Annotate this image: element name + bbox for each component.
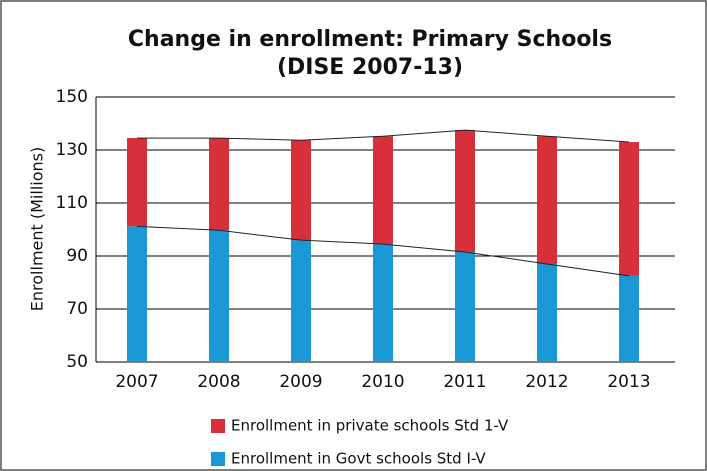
y-tick-label: 130	[56, 140, 88, 160]
trend-line	[137, 129, 630, 143]
x-tick-label: 2007	[115, 372, 158, 392]
y-tick-label: 70	[66, 299, 88, 319]
legend-swatch	[211, 452, 225, 466]
y-tick-label: 150	[56, 87, 88, 107]
y-tick-label: 110	[56, 193, 88, 213]
x-tick-label: 2010	[361, 372, 404, 392]
x-tick-label: 2013	[607, 372, 650, 392]
legend-label: Enrollment in Govt schools Std I-V	[231, 450, 486, 468]
bar-segment	[619, 142, 639, 276]
legend-swatch	[211, 419, 225, 433]
bar-segment	[209, 230, 229, 362]
bar-segment	[127, 138, 147, 227]
y-axis-label: Enrollment (Millions)	[28, 147, 47, 311]
x-tick-label: 2011	[443, 372, 486, 392]
bar-segment	[291, 240, 311, 362]
x-tick-label: 2012	[525, 372, 568, 392]
bar-segment	[619, 275, 639, 362]
y-tick-label: 90	[66, 246, 88, 266]
bar-segment	[373, 244, 393, 362]
bar-segment	[209, 138, 229, 231]
chart-title: (DISE 2007-13)	[277, 55, 463, 80]
bar-segment	[373, 136, 393, 245]
chart-title: Change in enrollment: Primary Schools	[128, 27, 612, 52]
bar-segment	[537, 136, 557, 264]
trend-line	[136, 225, 630, 277]
legend-label: Enrollment in private schools Std 1-V	[231, 417, 509, 435]
bar-segment	[127, 226, 147, 362]
bar-segment	[537, 263, 557, 362]
bar-segment	[291, 140, 311, 241]
y-tick-label: 50	[66, 352, 88, 372]
x-tick-label: 2009	[279, 372, 322, 392]
bar-segment	[455, 252, 475, 362]
x-tick-label: 2008	[197, 372, 240, 392]
bar-segment	[455, 130, 475, 253]
